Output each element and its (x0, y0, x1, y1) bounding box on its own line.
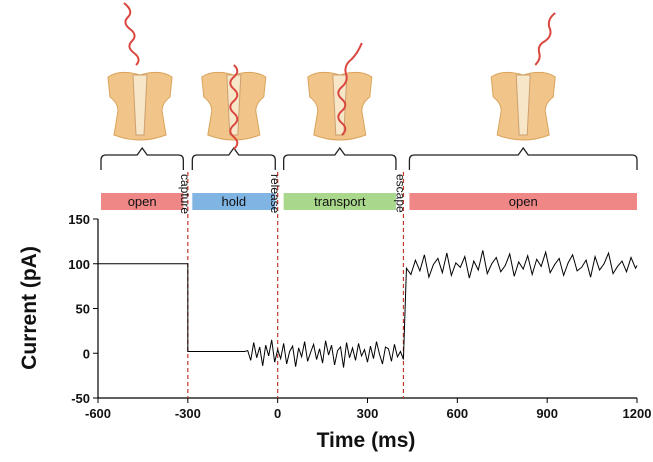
y-axis-title: Current (pA) (18, 246, 41, 370)
phase-bracket (408, 146, 638, 170)
phase-bar (283, 193, 396, 210)
event-label: capture (178, 174, 192, 214)
y-tick-label: 0 (83, 346, 90, 361)
dna-strand (123, 2, 140, 66)
pore-channel (332, 74, 348, 136)
x-tick-label: 900 (536, 406, 558, 421)
x-tick-label: 1200 (623, 406, 652, 421)
phase-bracket (283, 146, 397, 170)
current-trace (98, 250, 638, 368)
x-tick-label: 600 (446, 406, 468, 421)
phase-bar (409, 193, 637, 210)
phase-label: open (509, 194, 538, 209)
x-tick-label: -300 (175, 406, 201, 421)
phase-bracket (191, 146, 276, 170)
phase-label: open (128, 194, 157, 209)
phase-bar (100, 193, 184, 210)
phase-bar (192, 193, 276, 210)
pore-icon (490, 12, 556, 141)
y-tick-label: 50 (76, 302, 90, 317)
phase-label: hold (222, 194, 247, 209)
pore-icon (201, 64, 267, 150)
y-tick-label: -50 (71, 391, 90, 406)
phase-label: transport (314, 194, 366, 209)
pore-icon (107, 2, 173, 141)
dna-strand (534, 12, 556, 66)
y-tick-label: 150 (68, 212, 90, 227)
event-label: escape (394, 174, 408, 213)
x-tick-label: 300 (357, 406, 379, 421)
pore-channel (515, 74, 531, 136)
pore-icon (307, 42, 373, 141)
y-tick-label: 100 (68, 257, 90, 272)
dna-strand (229, 64, 239, 150)
phase-bracket (100, 146, 184, 170)
x-tick-label: -600 (85, 406, 111, 421)
x-tick-label: 0 (274, 406, 281, 421)
pore-channel (132, 74, 148, 136)
event-label: release (268, 174, 282, 214)
dna-strand (337, 42, 363, 136)
x-axis-title: Time (ms) (317, 429, 416, 452)
